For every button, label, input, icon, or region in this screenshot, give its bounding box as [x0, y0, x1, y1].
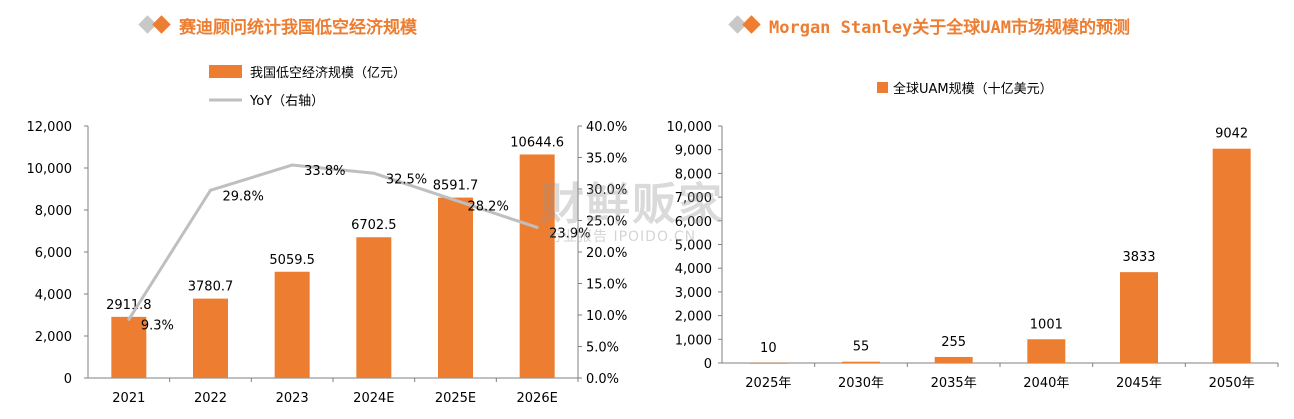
- y-right-tick-label: 35.0%: [586, 152, 627, 167]
- yoy-line: [127, 163, 538, 321]
- bar: [111, 316, 147, 378]
- x-tick-label: 2024E: [353, 391, 394, 406]
- yoy-point: [209, 188, 212, 192]
- x-tick-label: 2030年: [838, 376, 884, 391]
- x-tick-label: 2045年: [1116, 376, 1162, 391]
- chart-title: Morgan Stanley关于全球UAM市场规模的预测: [769, 17, 1130, 38]
- legend-label-bar: 我国低空经济规模（亿元）: [250, 66, 406, 81]
- y-right-tick-label: 40.0%: [586, 120, 627, 135]
- chart-title-row: 赛迪顾问统计我国低空经济规模: [135, 12, 417, 38]
- x-tick-label: 2025E: [435, 391, 476, 406]
- bar-data-label: 6702.5: [351, 218, 397, 233]
- y-right-tick-label: 30.0%: [586, 183, 627, 198]
- bar: [438, 197, 473, 378]
- y-left-tick-label: 12,000: [27, 120, 73, 135]
- bar-data-label: 5059.5: [269, 253, 315, 268]
- watermark-subtext: 行业报告 IPOIDO.CN: [548, 229, 697, 245]
- bar-data-label: 8591.7: [433, 179, 479, 194]
- chart-panel-uam: Morgan Stanley关于全球UAM市场规模的预测 全球UAM规模（十亿美…: [660, 0, 1294, 419]
- y-tick-label: 3,000: [675, 286, 712, 301]
- x-tick-label: 2026E: [517, 391, 558, 406]
- x-tick-label: 2022: [194, 391, 227, 406]
- yoy-data-label: 29.8%: [223, 189, 264, 204]
- y-left-tick-label: 6,000: [35, 246, 72, 261]
- yoy-data-label: 9.3%: [141, 318, 174, 333]
- yoy-point: [127, 317, 131, 321]
- bar: [749, 362, 788, 364]
- bar-data-label: 1001: [1030, 317, 1063, 332]
- chart-title: 赛迪顾问统计我国低空经济规模: [179, 17, 417, 38]
- yoy-point: [290, 163, 294, 167]
- bar: [274, 271, 310, 378]
- y-tick-label: 6,000: [675, 215, 712, 230]
- watermark-text: 财鲜贩家: [540, 179, 724, 230]
- x-tick-label: 2050年: [1209, 376, 1255, 391]
- uam-chart: 全球UAM规模（十亿美元） 0 1,000 2,000 3,000 4,000 5,000 6…: [667, 81, 1279, 391]
- y-right-tick-label: 15.0%: [586, 278, 627, 293]
- yoy-data-label: 23.9%: [549, 226, 590, 241]
- bar-data-label: 9042: [1215, 127, 1248, 142]
- bar: [519, 154, 555, 378]
- y-tick-label: 4,000: [675, 262, 712, 277]
- y-left-tick-label: 0: [64, 372, 72, 387]
- bar: [842, 361, 880, 363]
- bar: [193, 298, 228, 378]
- bar-data-label: 10: [760, 341, 777, 356]
- y-tick-label: 1,000: [675, 333, 712, 348]
- bar: [1120, 272, 1158, 363]
- y-tick-label: 10,000: [667, 120, 713, 135]
- yoy-point: [535, 225, 539, 229]
- low-altitude-chart: 我国低空经济规模（亿元） YoY（右轴） 0 2,000 4,000 6,000 8,000…: [27, 65, 627, 406]
- x-tick-label: 2023: [276, 391, 309, 406]
- bar-data-label: 10644.6: [510, 135, 564, 150]
- yoy-data-label: 33.8%: [304, 164, 345, 179]
- y-tick-label: 9,000: [675, 144, 712, 159]
- chart-panel-low-altitude: 赛迪顾问统计我国低空经济规模 我国低空经济规模（亿元） YoY（右轴） 0 2,000…: [27, 12, 627, 406]
- y-tick-label: 5,000: [675, 239, 712, 254]
- y-right-tick-label: 0.0%: [586, 372, 619, 387]
- y-left-tick-label: 4,000: [35, 288, 72, 303]
- y-tick-label: 8,000: [675, 167, 712, 182]
- bar-data-label: 255: [941, 335, 966, 350]
- y-right-tick-label: 10.0%: [586, 309, 627, 324]
- chart-title-row: Morgan Stanley关于全球UAM市场规模的预测: [725, 12, 1130, 38]
- y-right-tick-label: 20.0%: [586, 246, 627, 261]
- yoy-point: [454, 198, 457, 202]
- y-right-tick-label: 5.0%: [586, 341, 619, 356]
- yoy-data-label: 32.5%: [386, 172, 427, 187]
- bar: [356, 237, 392, 378]
- bar-data-label: 3780.7: [188, 280, 234, 295]
- legend-swatch-bar: [877, 82, 888, 93]
- bar-data-label: 55: [853, 340, 870, 355]
- legend-label-line: YoY（右轴）: [249, 94, 324, 109]
- y-tick-label: 7,000: [675, 191, 712, 206]
- legend-label-bar: 全球UAM规模（十亿美元）: [893, 81, 1053, 97]
- y-tick-label: 2,000: [675, 310, 712, 325]
- y-left-tick-label: 8,000: [35, 204, 72, 219]
- bar: [1027, 339, 1066, 363]
- yoy-data-label: 28.2%: [468, 199, 509, 214]
- x-tick-label: 2040年: [1023, 376, 1069, 391]
- y-right-tick-label: 25.0%: [586, 215, 627, 230]
- y-tick-label: 0: [704, 357, 712, 372]
- yoy-point: [372, 171, 376, 175]
- legend-swatch-bar: [209, 65, 242, 78]
- y-left-tick-label: 2,000: [35, 330, 72, 345]
- bar-data-label: 2911.8: [106, 298, 152, 313]
- x-tick-label: 2025年: [745, 376, 791, 391]
- x-tick-label: 2035年: [931, 376, 977, 391]
- y-left-tick-label: 10,000: [27, 162, 73, 177]
- x-tick-label: 2021: [112, 391, 145, 406]
- bar: [1212, 148, 1251, 363]
- bar: [934, 356, 973, 363]
- bar-data-label: 3833: [1122, 250, 1155, 265]
